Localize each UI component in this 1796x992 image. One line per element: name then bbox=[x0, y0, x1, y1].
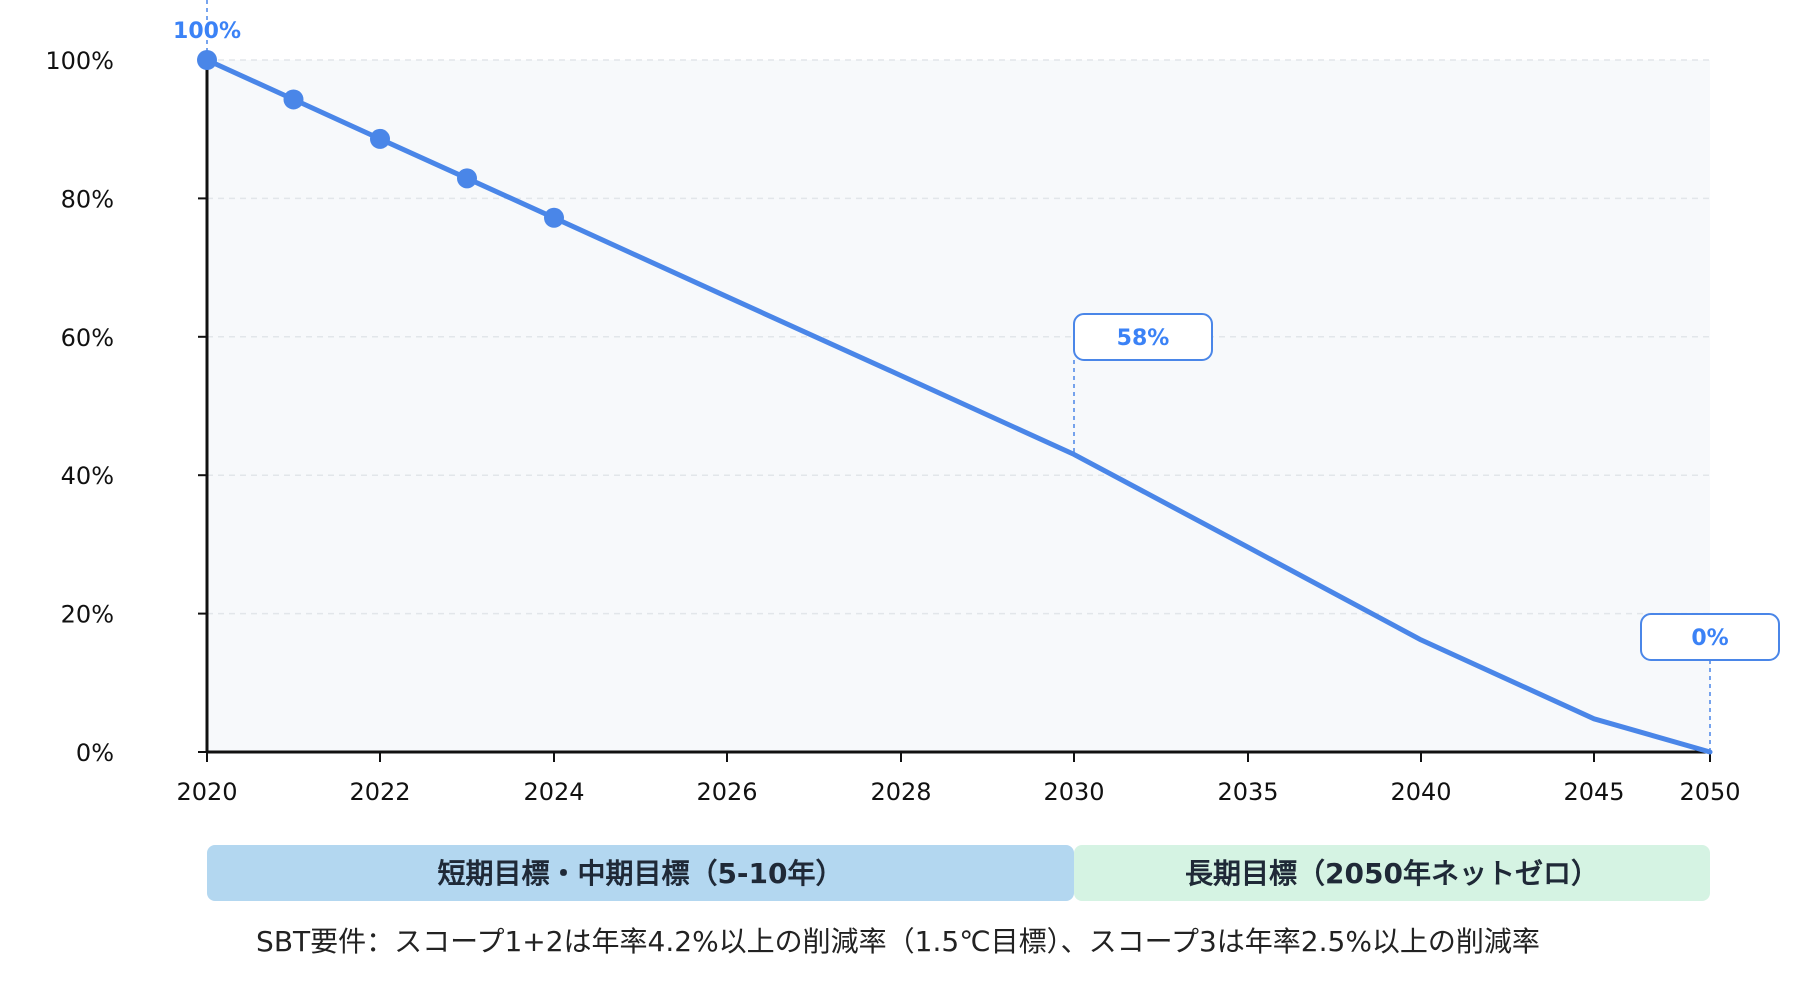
y-tick-label: 80% bbox=[61, 185, 114, 213]
data-point-marker bbox=[544, 207, 564, 228]
x-tick-label: 2045 bbox=[1563, 778, 1624, 806]
annotation-label: 0% bbox=[1691, 626, 1728, 651]
x-tick-label: 2040 bbox=[1390, 778, 1451, 806]
annotation-label: 58% bbox=[1117, 326, 1170, 351]
x-tick-label: 2035 bbox=[1217, 778, 1278, 806]
data-point-marker bbox=[283, 89, 304, 110]
annotation-label: 100% bbox=[173, 19, 241, 44]
x-tick-label: 2020 bbox=[176, 778, 237, 806]
annotation-box bbox=[1073, 313, 1213, 361]
x-tick-label: 2030 bbox=[1043, 778, 1104, 806]
y-tick-label: 20% bbox=[61, 601, 114, 629]
series-line bbox=[204, 57, 1713, 755]
x-axis-ticks: 2020 2022 2024 2026 2028 2030 2035 2040 2045 2050 bbox=[176, 752, 1741, 806]
data-point-marker bbox=[197, 50, 217, 70]
x-tick-label: 2050 bbox=[1679, 778, 1740, 806]
x-tick-label: 2024 bbox=[523, 778, 584, 806]
data-point-marker bbox=[457, 168, 477, 189]
x-tick-label: 2026 bbox=[696, 778, 757, 806]
phase-band-long bbox=[1074, 845, 1710, 901]
footnote: SBT要件：スコープ1+2は年率4.2%以上の削減率（1.5℃目標）、スコープ3… bbox=[256, 925, 1540, 958]
phase-bands: 短期目標・中期目標（5-10年） 長期目標（2050年ネットゼロ） bbox=[207, 845, 1710, 901]
y-tick-label: 0% bbox=[76, 739, 114, 767]
data-point-marker bbox=[370, 128, 390, 149]
annotation-callouts: 100% 58% 0% bbox=[173, 19, 1780, 661]
y-tick-label: 100% bbox=[45, 47, 114, 75]
grid-lines bbox=[207, 59, 1710, 615]
series-markers bbox=[197, 50, 564, 228]
y-tick-label: 60% bbox=[61, 324, 114, 352]
y-axis-ticks: 0% 20% 40% 60% 80% 100% bbox=[45, 47, 207, 767]
x-tick-label: 2022 bbox=[349, 778, 410, 806]
annotation-box bbox=[1640, 613, 1780, 661]
phase-band-short-mid bbox=[207, 845, 1074, 901]
y-tick-label: 40% bbox=[61, 462, 114, 490]
x-tick-label: 2028 bbox=[870, 778, 931, 806]
phase-band-label: 長期目標（2050年ネットゼロ） bbox=[1185, 857, 1599, 890]
phase-band-label: 短期目標・中期目標（5-10年） bbox=[437, 857, 843, 890]
